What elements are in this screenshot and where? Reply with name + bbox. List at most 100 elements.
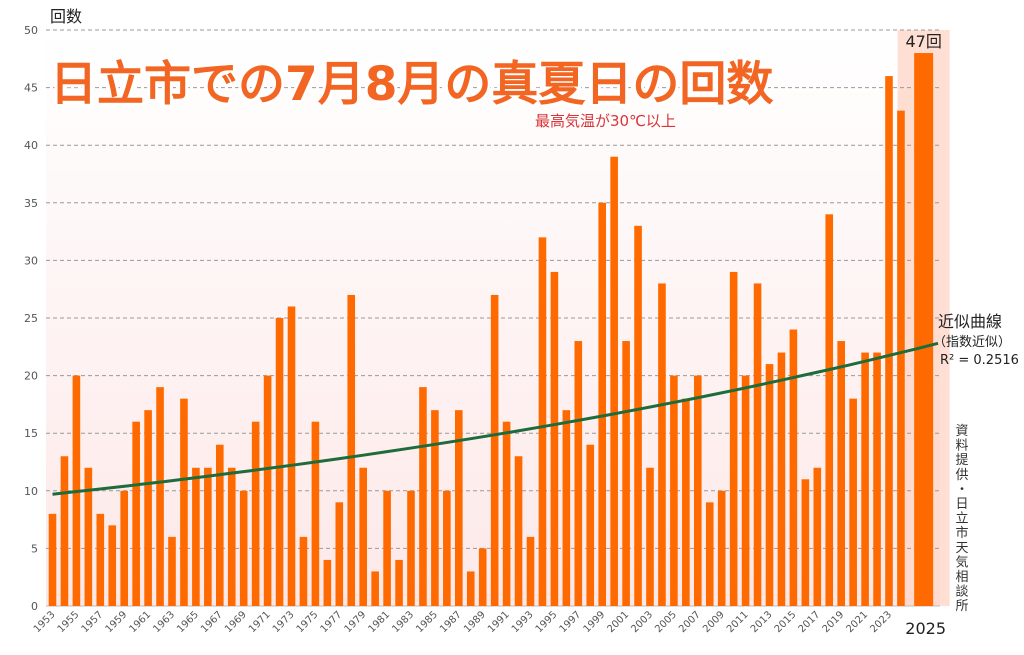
source-note-char: 相 xyxy=(955,570,968,585)
bar xyxy=(622,341,630,606)
bar xyxy=(705,502,714,606)
bar xyxy=(216,444,224,606)
bar xyxy=(156,387,164,606)
x-tick-label: 2017 xyxy=(797,609,823,635)
bar xyxy=(670,375,678,606)
bar xyxy=(514,456,523,606)
y-tick-label: 5 xyxy=(31,542,38,555)
bar xyxy=(897,110,905,606)
y-tick-label: 10 xyxy=(24,485,38,498)
x-tick-label: 1963 xyxy=(151,609,177,635)
bar xyxy=(550,271,559,606)
x-tick-label: 1997 xyxy=(558,609,584,635)
x-tick-label: 1973 xyxy=(271,609,297,635)
x-tick-label: 1957 xyxy=(80,609,106,635)
bar xyxy=(239,490,248,606)
trend-line xyxy=(52,341,939,496)
y-tick-label: 30 xyxy=(24,254,38,267)
source-note-char: 市 xyxy=(955,525,968,541)
bar xyxy=(610,156,618,606)
source-note-char: 所 xyxy=(955,599,968,614)
x-tick-label: 1955 xyxy=(56,609,82,635)
bar xyxy=(789,329,798,606)
bar xyxy=(777,352,786,606)
bar xyxy=(108,525,117,606)
y-tick-label: 35 xyxy=(24,197,38,210)
bar xyxy=(192,467,200,606)
x-tick-label: 1981 xyxy=(366,609,392,635)
bar xyxy=(849,398,857,606)
highlight-bar xyxy=(914,53,934,607)
bar xyxy=(455,410,463,606)
bar xyxy=(311,421,320,606)
bar xyxy=(502,421,511,606)
bar xyxy=(204,467,212,606)
bar xyxy=(299,536,308,606)
bar xyxy=(251,421,260,606)
x-tick-label: 2019 xyxy=(821,609,847,635)
bar xyxy=(132,421,140,606)
x-tick-label: 1959 xyxy=(104,609,130,635)
chart-subtitle: 最高気温が30℃以上 xyxy=(535,112,676,130)
bar xyxy=(227,467,236,606)
bar xyxy=(765,364,774,606)
highlight-year-label: 2025 xyxy=(905,619,946,638)
source-note-char: 供 xyxy=(955,468,968,483)
x-tick-label: 1987 xyxy=(438,609,464,635)
bar xyxy=(287,306,296,606)
bar xyxy=(813,467,822,606)
source-note-char: 資 xyxy=(955,424,968,439)
bar xyxy=(825,214,834,606)
source-note-char: 気 xyxy=(955,554,968,570)
bar xyxy=(371,571,379,606)
bar xyxy=(96,513,105,606)
bar xyxy=(837,341,845,606)
bar xyxy=(646,467,654,606)
y-tick-label: 25 xyxy=(24,312,38,325)
bar xyxy=(180,398,188,606)
x-tick-label: 2005 xyxy=(653,609,679,635)
bar xyxy=(443,490,451,606)
x-tick-label: 2023 xyxy=(868,609,894,635)
x-tick-labels: 1953195519571959196119631965196719691971… xyxy=(32,609,894,635)
bar xyxy=(885,76,893,606)
bar xyxy=(526,536,535,606)
bar xyxy=(586,444,595,606)
x-tick-label: 1967 xyxy=(199,609,225,635)
bar xyxy=(275,318,284,606)
bar xyxy=(263,375,272,606)
bar xyxy=(717,490,726,606)
x-tick-label: 1993 xyxy=(510,609,536,635)
y-tick-labels: 0 5 10 15 20 25 30 35 40 45 50 xyxy=(24,24,38,613)
bar xyxy=(419,387,427,606)
bar xyxy=(741,375,750,606)
bar xyxy=(478,548,487,606)
bar xyxy=(562,410,571,606)
bar xyxy=(383,490,391,606)
chart-title: 日立市での7月8月の真夏日の回数 xyxy=(50,57,773,112)
bar xyxy=(359,467,367,606)
bar xyxy=(801,479,810,606)
x-tick-label: 1999 xyxy=(582,609,608,635)
x-tick-label: 1977 xyxy=(319,609,345,635)
bar xyxy=(466,571,475,606)
y-axis-label: 回数 xyxy=(50,7,82,26)
bar xyxy=(729,271,738,606)
source-note-char: 立 xyxy=(955,512,968,527)
x-tick-label: 1969 xyxy=(223,609,249,635)
y-tick-label: 0 xyxy=(31,600,38,613)
bar xyxy=(753,283,762,606)
source-note-char: 天 xyxy=(955,541,968,556)
bar xyxy=(574,341,583,606)
bar xyxy=(168,536,176,606)
x-tick-label: 1983 xyxy=(390,609,416,635)
bar xyxy=(598,202,606,607)
bar xyxy=(490,294,499,606)
x-tick-label: 1995 xyxy=(534,609,560,635)
bar xyxy=(395,559,403,606)
bar xyxy=(48,513,57,606)
x-tick-label: 1989 xyxy=(462,609,488,635)
x-tick-label: 2013 xyxy=(749,609,775,635)
